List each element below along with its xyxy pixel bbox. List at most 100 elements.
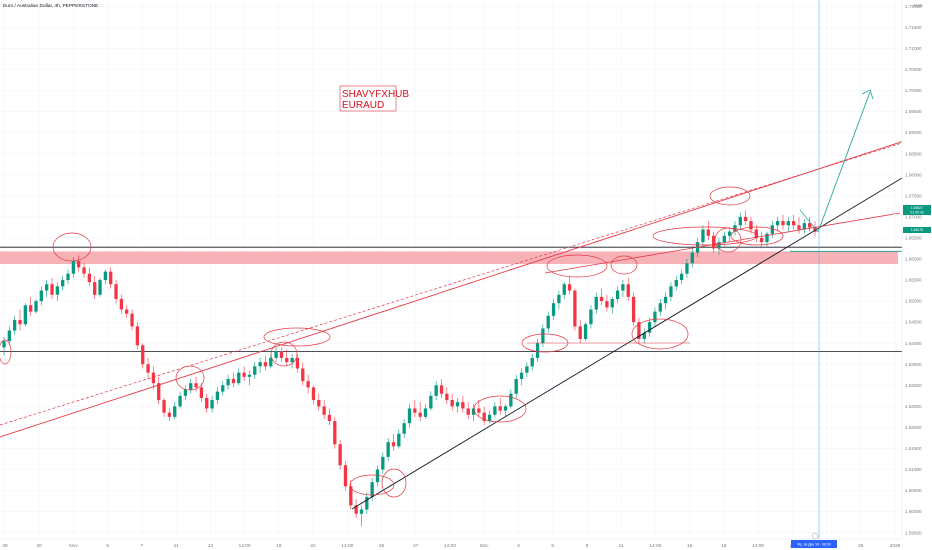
- time-tick-label: 27: [413, 543, 419, 549]
- candle-body: [39, 290, 44, 302]
- candle-body: [162, 400, 166, 413]
- projection-arrowhead: [861, 89, 874, 100]
- candle-body: [317, 400, 321, 407]
- candle-body: [808, 223, 812, 228]
- time-tick-label: 30: [37, 543, 43, 549]
- candle-body: [461, 402, 465, 409]
- highlight-ellipse: [730, 226, 784, 246]
- candle-body: [450, 400, 454, 407]
- bar-countdown: 01:40:43: [910, 211, 923, 215]
- time-badge-text: Фр, 3в Дек '24 · 08:00: [797, 543, 831, 547]
- candle-body: [306, 381, 310, 388]
- candle-body: [18, 320, 22, 325]
- candle-body: [519, 372, 524, 379]
- candle-body: [349, 486, 353, 506]
- candle-body: [765, 233, 769, 243]
- time-tick-label: 28: [2, 543, 8, 549]
- candle-body: [653, 311, 657, 323]
- candle-body: [2, 341, 6, 348]
- candle-body: [674, 280, 678, 287]
- time-tick-label: 5: [551, 543, 554, 549]
- candle-body: [333, 421, 337, 445]
- time-tick-label: 14:00: [444, 543, 456, 549]
- highlight-ellipse: [652, 226, 758, 246]
- time-tick-label: 13: [208, 543, 214, 549]
- candle-body: [631, 296, 636, 323]
- price-tick-label: 1.71500: [905, 25, 922, 30]
- candle-body: [573, 290, 577, 327]
- price-tick-label: 1.71000: [905, 46, 922, 51]
- candle-body: [215, 391, 220, 401]
- candle-body: [562, 284, 566, 295]
- candle-body: [183, 389, 188, 396]
- price-tick-label: 1.65000: [905, 299, 922, 304]
- candle-body: [727, 231, 732, 236]
- candle-body: [477, 408, 481, 413]
- event-marker-icon[interactable]: [811, 532, 819, 540]
- candle-body: [509, 393, 513, 407]
- candle-body: [471, 408, 476, 415]
- watermark-frame: [339, 85, 397, 112]
- candle-body: [327, 414, 332, 422]
- candle-body: [589, 309, 593, 325]
- candle-body: [658, 303, 662, 312]
- candle-body: [237, 372, 241, 384]
- price-tick-label: 1.68500: [905, 151, 922, 156]
- candle-body: [55, 286, 60, 295]
- candle-body: [66, 273, 70, 281]
- price-tick-label: 1.62500: [905, 404, 922, 409]
- candle-body: [541, 328, 545, 344]
- candle-body: [381, 456, 385, 470]
- candle-body: [226, 378, 230, 386]
- time-tick-label: 11: [174, 543, 179, 549]
- candle-body: [525, 366, 529, 373]
- candle-body: [343, 465, 348, 487]
- candle-body: [242, 372, 246, 377]
- candle-body: [445, 393, 449, 401]
- price-axis[interactable]: [902, 0, 932, 539]
- candle-body: [690, 252, 694, 264]
- highlight-ellipse: [709, 186, 751, 206]
- time-tick-label: 19: [276, 543, 282, 549]
- highlight-ellipse: [52, 232, 92, 262]
- price-tick-label: 1.60500: [905, 488, 922, 493]
- candle-body: [279, 351, 284, 358]
- price-tick-label: 1.67500: [905, 193, 922, 198]
- time-axis[interactable]: [0, 539, 902, 550]
- candle-body: [322, 406, 326, 415]
- candle-body: [119, 298, 124, 310]
- candle-body: [125, 309, 129, 314]
- price-tick-label: 1.66500: [905, 236, 922, 241]
- grid-lines: [0, 0, 902, 539]
- time-tick-label: 14:00: [649, 543, 661, 549]
- time-tick-label: 5: [106, 543, 109, 549]
- candle-body: [439, 385, 444, 394]
- candle-body: [786, 221, 790, 226]
- candle-body: [594, 296, 598, 310]
- price-tick-label: 1.62000: [905, 425, 922, 430]
- resistance-zone: [0, 251, 898, 265]
- candle-body: [487, 414, 492, 422]
- candle-body: [743, 216, 748, 222]
- highlight-ellipse: [631, 318, 689, 350]
- candle-body: [775, 221, 780, 226]
- last-price-value: 1.66627: [911, 206, 923, 210]
- candle-body: [679, 273, 684, 281]
- candle-body: [610, 298, 614, 308]
- price-tick-label: 1.63500: [905, 362, 922, 367]
- highlight-ellipse: [546, 254, 608, 278]
- candle-body: [482, 412, 486, 422]
- price-tick-label: 1.61500: [905, 446, 922, 451]
- candle-body: [615, 290, 620, 299]
- time-tick-label: 11: [619, 543, 624, 549]
- candle-body: [13, 320, 17, 331]
- candle-body: [605, 301, 609, 308]
- currency-label: AUD: [913, 3, 923, 8]
- watermark-line1: SHAVYFXHUB: [342, 89, 409, 100]
- highlight-ellipse: [263, 327, 331, 347]
- candle-body: [61, 280, 65, 287]
- candle-body: [375, 469, 380, 483]
- candle-body: [167, 412, 172, 417]
